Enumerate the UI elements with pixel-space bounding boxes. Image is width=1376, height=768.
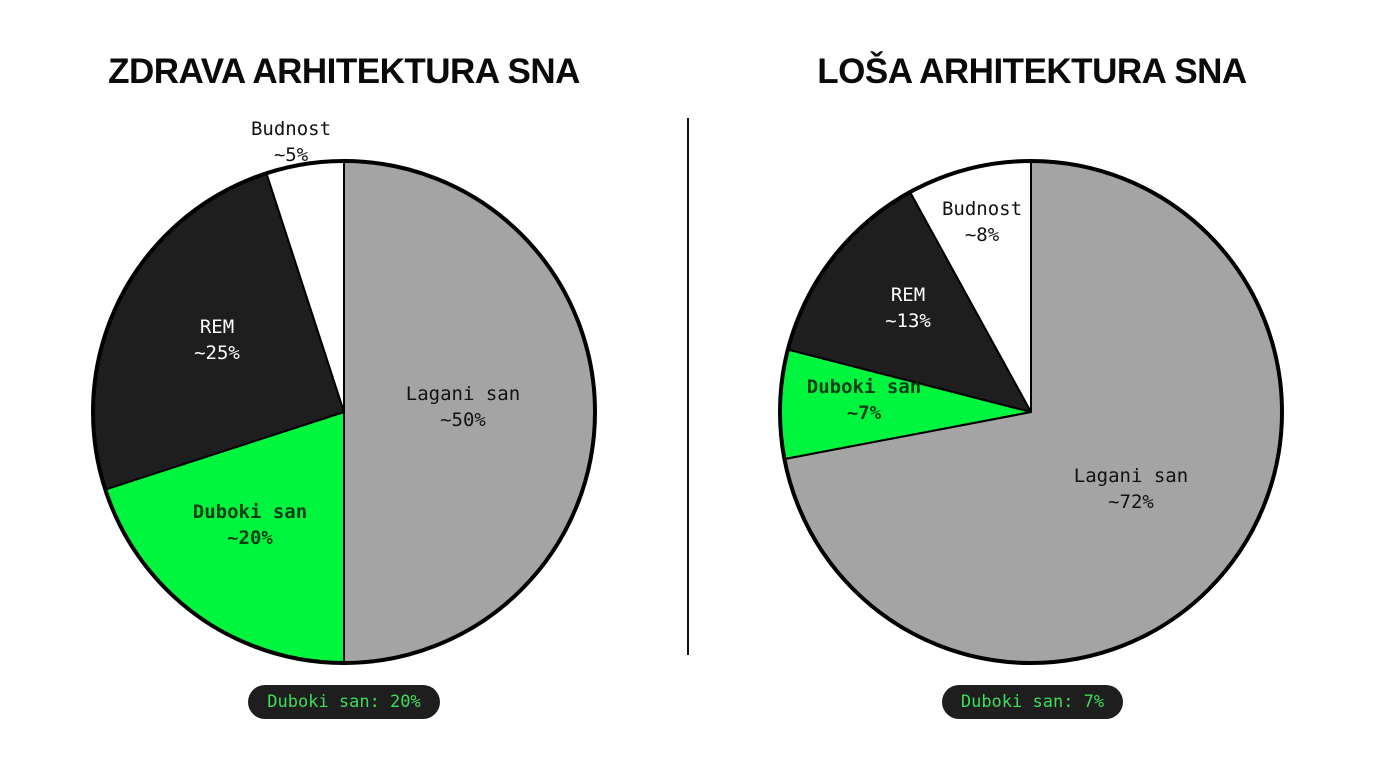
slice-label-duboki: Duboki san ~7% bbox=[807, 376, 921, 424]
pie-outline bbox=[91, 159, 597, 665]
slice-label-rem: REM ~25% bbox=[194, 316, 240, 364]
poor-pie-chart: Lagani san ~72% Duboki san ~7% REM ~13%Budnos… bbox=[778, 159, 1284, 665]
healthy-pie-chart: Lagani san ~50% Duboki san ~20% REM ~25% Budno… bbox=[91, 118, 597, 665]
slice-label-duboki: Duboki san ~20% bbox=[193, 501, 307, 549]
divider-line bbox=[687, 118, 689, 655]
slice-label-budnost: Budnost ~5% bbox=[251, 118, 331, 166]
slice-label-rem: REM ~13% bbox=[885, 284, 931, 332]
healthy-chart-title: ZDRAVA ARHITEKTURA SNA bbox=[108, 52, 580, 91]
poor-deep-sleep-badge: Duboki san: 7% bbox=[942, 685, 1123, 719]
slice-label-lagani: Lagani san ~72% bbox=[1074, 465, 1188, 513]
slice-label-budnost: Budnost ~8% bbox=[942, 198, 1022, 246]
slice-label-lagani: Lagani san ~50% bbox=[406, 383, 520, 431]
healthy-deep-sleep-badge: Duboki san: 20% bbox=[248, 685, 440, 719]
pie-outline bbox=[778, 159, 1284, 665]
poor-chart-title: LOŠA ARHITEKTURA SNA bbox=[817, 52, 1247, 91]
